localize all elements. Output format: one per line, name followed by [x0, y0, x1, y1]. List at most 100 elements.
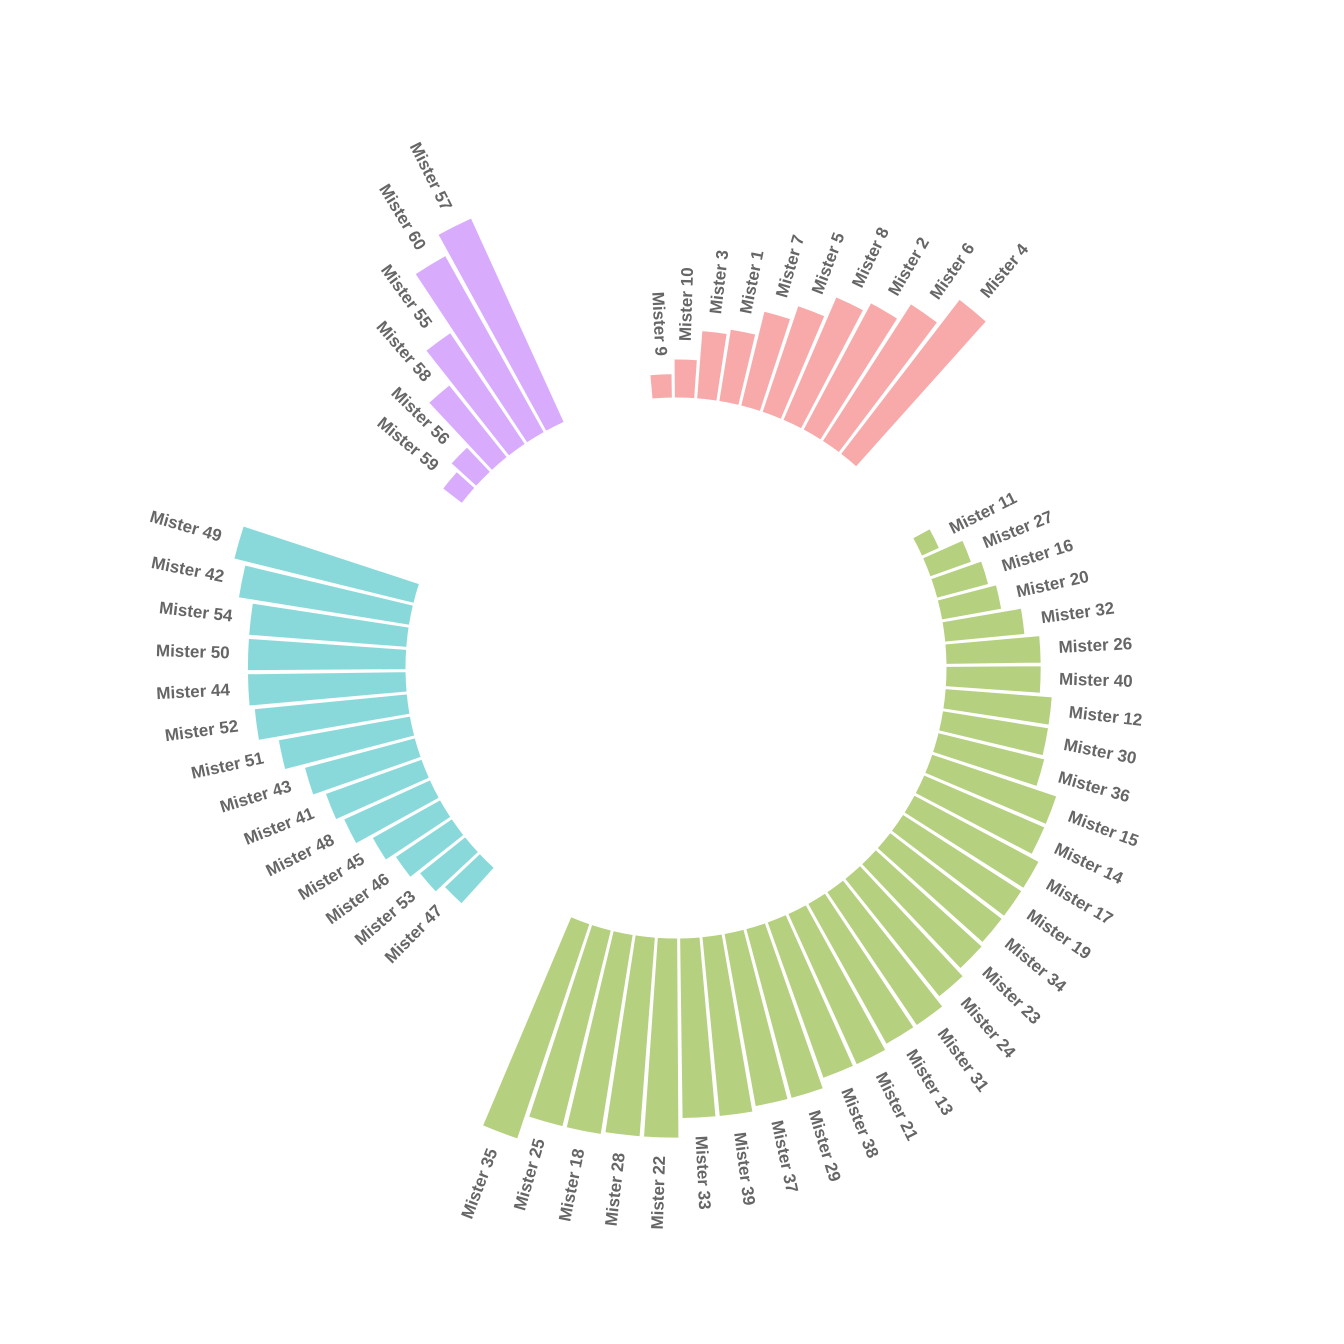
bar-label: Mister 42: [150, 553, 226, 586]
bar-label: Mister 60: [375, 181, 430, 254]
bar-label: Mister 36: [1056, 768, 1132, 807]
bar-mister-46: [394, 818, 465, 879]
bar-label: Mister 28: [602, 1152, 629, 1227]
bar-mister-42: [237, 564, 414, 626]
bar-mister-17: [903, 794, 1040, 890]
bar-mister-14: [914, 774, 1046, 856]
bar-mister-30: [938, 710, 1050, 757]
bar-mister-51: [277, 715, 416, 771]
bar-mister-29: [745, 922, 824, 1100]
bar-mister-41: [324, 758, 431, 821]
bar-mister-60: [414, 254, 545, 444]
bar-mister-59: [441, 470, 476, 505]
bar-label: Mister 43: [218, 777, 294, 817]
bar-label: Mister 40: [1059, 670, 1133, 691]
bar-label: Mister 35: [458, 1146, 502, 1222]
bar-mister-8: [782, 296, 865, 430]
bar-label: Mister 7: [772, 233, 808, 300]
bar-mister-50: [246, 637, 408, 672]
bar-mister-15: [924, 753, 1058, 826]
bar-label: Mister 49: [148, 507, 224, 546]
bar-mister-47: [443, 852, 496, 905]
bar-mister-24: [843, 864, 964, 998]
bar-mister-28: [604, 934, 656, 1138]
bar-label: Mister 5: [808, 230, 849, 297]
bar-mister-23: [860, 848, 983, 970]
bar-mister-31: [826, 879, 944, 1027]
bar-mister-13: [807, 892, 915, 1045]
bar-mister-5: [761, 305, 826, 420]
bar-label: Mister 2: [884, 234, 933, 299]
bar-label: Mister 38: [837, 1085, 882, 1160]
bar-mister-11: [911, 527, 941, 557]
bar-label: Mister 57: [406, 139, 456, 213]
bar-mister-48: [342, 779, 441, 845]
bar-mister-39: [701, 933, 754, 1118]
bar-mister-57: [437, 217, 565, 433]
bar-mister-34: [876, 831, 1004, 944]
bar-mister-38: [766, 913, 855, 1079]
bar-label: Mister 54: [158, 598, 234, 625]
bar-mister-35: [481, 916, 591, 1140]
bar-label: Mister 10: [676, 267, 697, 341]
bar-mister-32: [941, 607, 1026, 643]
bar-label: Mister 52: [164, 717, 240, 746]
bar-group-a: Mister 9 Mister 10 Mister 3 Mister 1 Mister …: [648, 224, 1033, 468]
bar-label: Mister 25: [510, 1137, 549, 1213]
bar-mister-37: [723, 928, 789, 1108]
bar-label: Mister 12: [1068, 703, 1143, 730]
bar-label: Mister 6: [926, 239, 978, 303]
bar-label: Mister 39: [730, 1131, 759, 1207]
bar-mister-58: [427, 384, 509, 472]
bar-mister-21: [787, 903, 887, 1066]
bar-mister-6: [821, 302, 939, 454]
bar-mister-7: [740, 310, 792, 413]
bar-mister-18: [565, 930, 634, 1136]
bar-mister-54: [248, 602, 410, 648]
bar-mister-19: [890, 813, 1023, 918]
bar-mister-56: [450, 446, 492, 488]
bar-mister-53: [418, 835, 480, 893]
bar-label: Mister 37: [767, 1119, 801, 1195]
bar-label: Mister 33: [691, 1135, 714, 1210]
bar-label: Mister 22: [648, 1156, 669, 1230]
bar-mister-45: [371, 799, 452, 861]
bar-mister-33: [679, 936, 717, 1120]
bar-label: Mister 21: [872, 1069, 922, 1143]
bar-label: Mister 1: [736, 249, 767, 316]
bar-mister-12: [942, 688, 1053, 726]
bar-label: Mister 4: [977, 240, 1033, 302]
bar-mister-27: [921, 539, 973, 578]
bar-label: Mister 26: [1058, 634, 1133, 657]
bar-label: Mister 20: [1015, 567, 1091, 601]
bar-mister-22: [642, 936, 680, 1139]
bar-label: Mister 3: [706, 249, 732, 315]
bar-mister-36: [931, 732, 1046, 788]
bar-label: Mister 50: [156, 641, 230, 662]
bar-mister-1: [718, 328, 757, 406]
bar-mister-43: [303, 737, 422, 796]
bar-mister-3: [696, 330, 728, 402]
bar-label: Mister 29: [805, 1108, 845, 1184]
bar-mister-25: [527, 923, 612, 1128]
bar-mister-16: [930, 560, 990, 599]
bar-mister-9: [649, 373, 673, 400]
bar-mister-49: [233, 525, 421, 604]
bar-label: Mister 32: [1040, 599, 1116, 628]
bar-label: Mister 44: [156, 680, 231, 703]
bar-mister-26: [944, 635, 1042, 665]
bar-label: Mister 13: [902, 1046, 957, 1119]
bar-mister-40: [944, 665, 1042, 694]
bar-mister-55: [425, 331, 526, 457]
bar-label: Mister 9: [648, 291, 670, 356]
bar-label: Mister 51: [189, 748, 265, 782]
bar-label: Mister 18: [555, 1147, 588, 1223]
bar-label: Mister 30: [1062, 735, 1138, 768]
bar-mister-20: [936, 584, 1003, 621]
bar-mister-2: [802, 302, 899, 441]
bar-mister-4: [839, 298, 988, 468]
